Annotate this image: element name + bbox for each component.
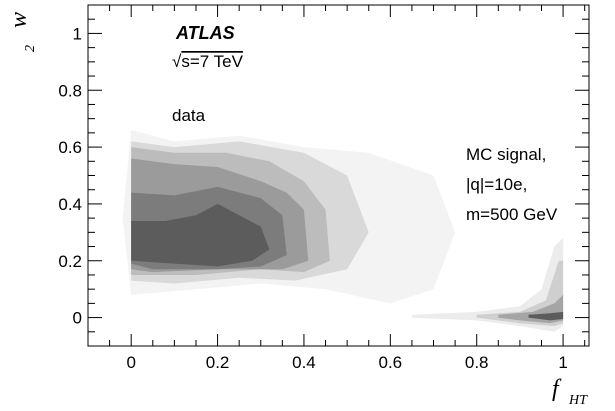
x-axis-ticks: 0 0.2 0.4 0.6 0.8 1 [87, 5, 586, 372]
x-tick-label: 1 [558, 353, 567, 372]
sqrt-symbol: √ [172, 52, 182, 71]
y-axis-title-sub: 2 [23, 45, 38, 52]
y-axis-title-main: w [6, 12, 32, 28]
data-contour-level-6 [131, 203, 270, 267]
energy-label: √s=7 TeV [172, 52, 244, 71]
x-tick-label: 0.4 [292, 353, 316, 372]
y-tick-label: 0.4 [58, 195, 82, 214]
signal-annotation-line3: m=500 GeV [466, 205, 558, 224]
x-axis-title-sub: HT [568, 393, 588, 408]
y-tick-label: 0.8 [58, 81, 82, 100]
energy-value: s=7 TeV [181, 52, 243, 71]
contour-layer [122, 130, 564, 332]
y-tick-label: 0.2 [58, 252, 82, 271]
signal-annotation-line2: |q|=10e, [466, 175, 527, 194]
x-axis-title-main: f [552, 376, 562, 402]
y-axis-ticks: 0 0.2 0.4 0.6 0.8 1 [58, 4, 589, 347]
data-annotation: data [172, 106, 206, 125]
y-tick-label: 0 [73, 309, 82, 328]
x-tick-label: 0.6 [379, 353, 403, 372]
signal-contour-level-1 [411, 238, 564, 332]
y-tick-label: 1 [73, 24, 82, 43]
x-tick-label: 0.2 [206, 353, 230, 372]
signal-contour-level-4 [528, 311, 564, 321]
x-tick-label: 0.8 [465, 353, 489, 372]
x-tick-label: 0 [126, 353, 135, 372]
atlas-label: ATLAS [175, 23, 235, 43]
y-tick-label: 0.6 [58, 138, 82, 157]
y-axis-title: w 2 [6, 12, 38, 52]
signal-annotation-line1: MC signal, [466, 145, 546, 164]
